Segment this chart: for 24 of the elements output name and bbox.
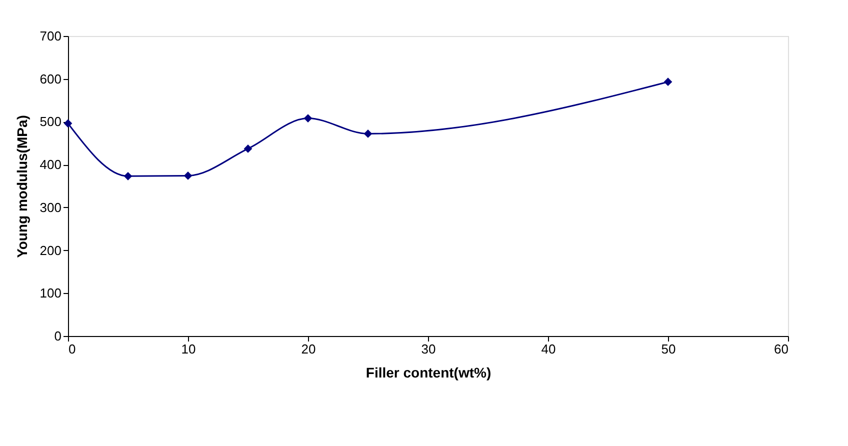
point (124, 172, 132, 180)
y-tick-label: 300 (40, 200, 62, 215)
y-tick-label: 700 (40, 28, 62, 44)
y-tick-label: 500 (40, 114, 62, 130)
x-axis-title: Filler content(wt%) (366, 364, 492, 380)
x-tick-label: 50 (661, 342, 676, 356)
point (304, 114, 312, 122)
y-tick-label: 200 (40, 242, 62, 258)
point (184, 172, 192, 180)
x-tick-label: 0 (68, 342, 76, 356)
x-tick-label: 60 (774, 342, 788, 356)
x-tick-label: 20 (301, 342, 316, 356)
y-tick-label: 400 (40, 157, 62, 172)
point (364, 130, 372, 138)
y-tick-label: 0 (54, 328, 62, 344)
y-tick-label: 600 (40, 71, 62, 86)
point (664, 78, 672, 86)
x-tick-label: 10 (181, 342, 196, 356)
y-axis-title: Young modulus(MPa) (14, 115, 30, 258)
y-tick-label: 100 (40, 286, 62, 301)
x-tick-label: 40 (541, 342, 556, 356)
point (244, 144, 252, 153)
x-tick-label: 30 (421, 342, 436, 356)
point (64, 119, 72, 128)
